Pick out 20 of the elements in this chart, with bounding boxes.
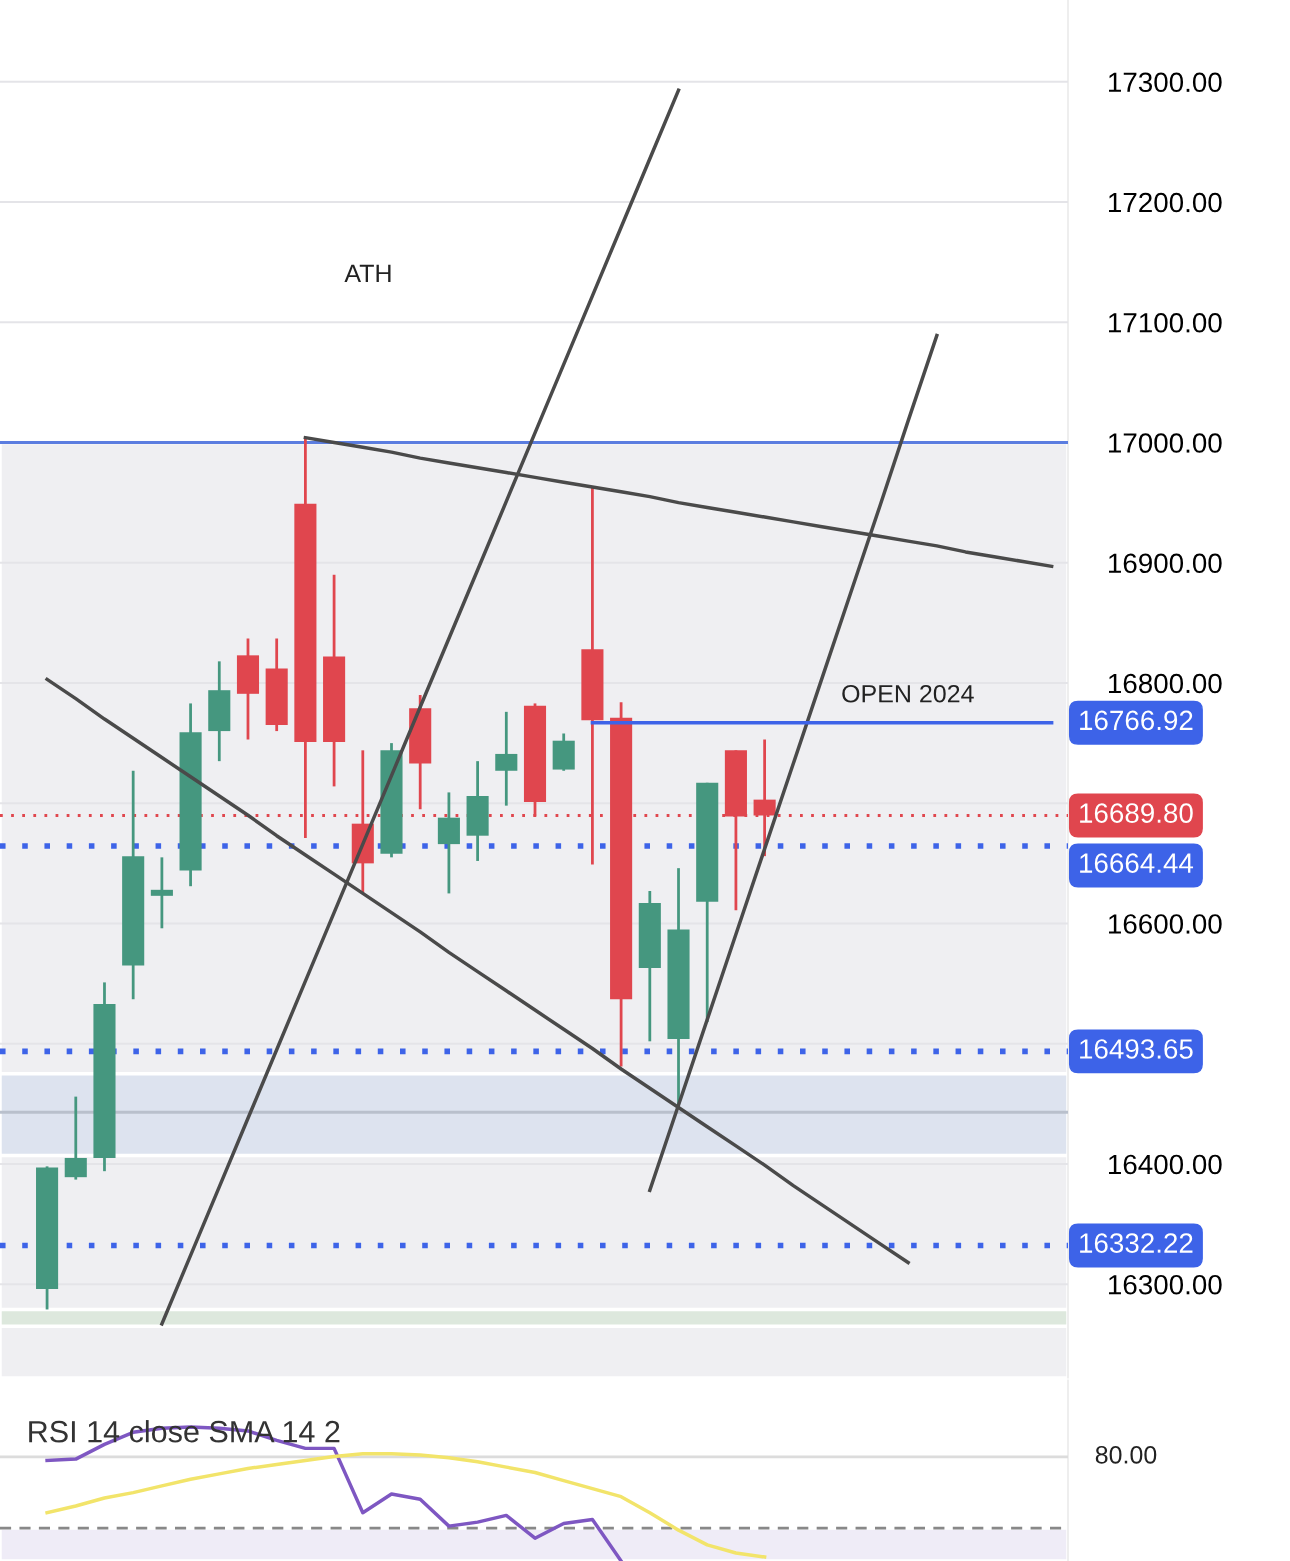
- candlestick: [64, 1095, 87, 1181]
- y-tick-label: 17300.00: [1109, 72, 1222, 93]
- y-tick-label: 16600.00: [1109, 914, 1222, 934]
- ref-line-label: 16689.80: [1080, 803, 1193, 823]
- ref-line-label: 16493.65: [1080, 1039, 1193, 1059]
- annotation: ATH: [344, 264, 391, 283]
- ref-line-label: 16332.22: [1080, 1233, 1193, 1253]
- candlestick: [150, 855, 173, 930]
- annotation: OPEN 2024: [842, 684, 974, 703]
- y-tick-label: 16800.00: [1109, 673, 1222, 694]
- y-tick-label: 16400.00: [1109, 1154, 1222, 1175]
- y-tick-label: 17200.00: [1109, 192, 1222, 213]
- y-tick-label: 16900.00: [1109, 553, 1222, 574]
- y-tick-label: 16300.00: [1109, 1274, 1222, 1295]
- candlestick: [495, 710, 518, 808]
- data-label: 16766.92: [1080, 710, 1193, 731]
- y-tick-label: 17000.00: [1109, 433, 1222, 453]
- ref-line-label: 16664.44: [1080, 853, 1194, 873]
- y-tick-label: 17100.00: [1109, 312, 1222, 333]
- text: 80.00: [1095, 1445, 1157, 1464]
